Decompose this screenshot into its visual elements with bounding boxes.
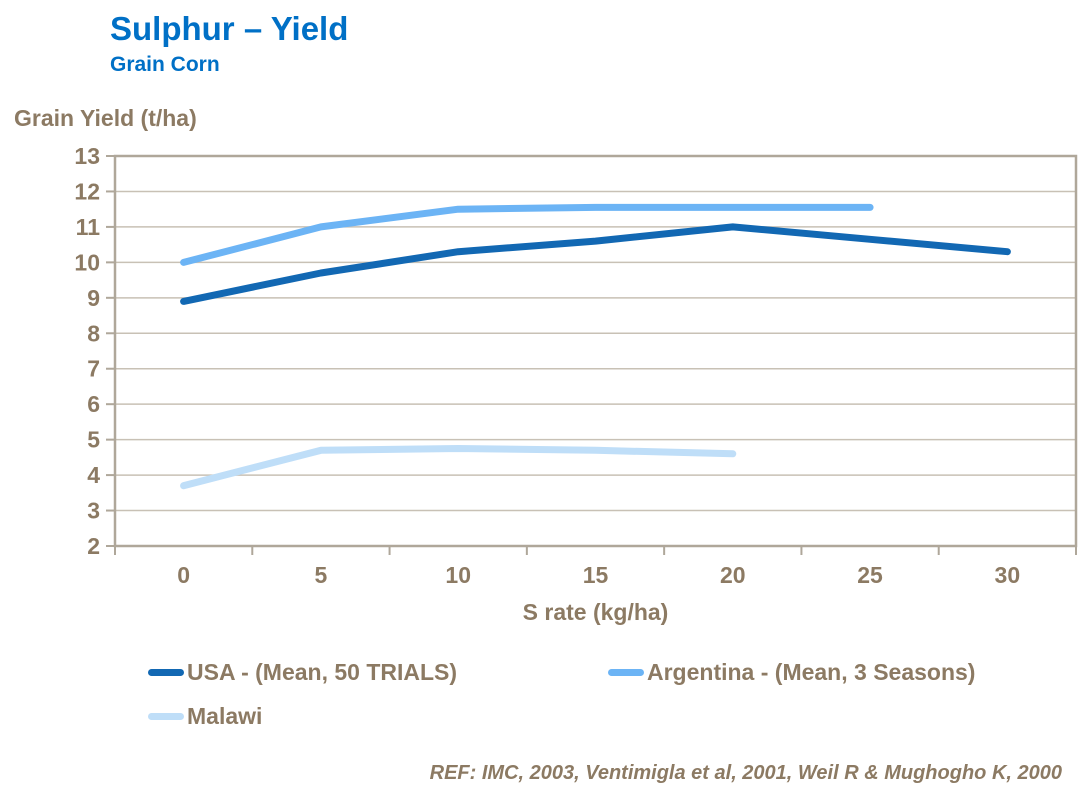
y-tick-label: 3 (87, 498, 100, 524)
series-line-malawi (180, 445, 737, 490)
page-subtitle: Grain Corn (110, 53, 220, 76)
y-tick-label: 6 (87, 391, 100, 417)
x-tick-label: 5 (315, 562, 328, 588)
legend-label-argentina: Argentina - (Mean, 3 Seasons) (647, 658, 976, 685)
y-tick-label: 13 (74, 143, 100, 169)
series-line-argentina (180, 203, 874, 266)
y-tick-label: 9 (87, 285, 100, 311)
x-tick-label: 15 (583, 562, 609, 588)
usa-line-swatch-icon (148, 668, 184, 676)
legend-row-1: USA - (Mean, 50 TRIALS) Argentina - (Mea… (148, 650, 1058, 694)
legend-label-usa: USA - (Mean, 50 TRIALS) (187, 658, 458, 685)
y-tick-label: 12 (74, 178, 100, 204)
y-tick-label: 2 (87, 533, 100, 559)
y-axis-title: Grain Yield (t/ha) (14, 105, 197, 131)
legend: USA - (Mean, 50 TRIALS) Argentina - (Mea… (148, 650, 1058, 738)
x-tick-label: 25 (857, 562, 883, 588)
y-tick-label: 8 (87, 320, 100, 346)
legend-item-argentina: Argentina - (Mean, 3 Seasons) (608, 659, 975, 686)
legend-item-malawi: Malawi (148, 703, 608, 730)
y-tick-label: 4 (87, 462, 100, 488)
legend-item-usa: USA - (Mean, 50 TRIALS) (148, 659, 608, 686)
x-tick-label: 10 (445, 562, 471, 588)
series-line-usa (180, 223, 1011, 305)
y-tick-label: 7 (87, 356, 100, 382)
reference-text: REF: IMC, 2003, Ventimigla et al, 2001, … (429, 762, 1062, 784)
y-tick-label: 11 (76, 214, 101, 240)
y-tick-label: 10 (74, 249, 100, 275)
legend-label-malawi: Malawi (187, 702, 263, 729)
malawi-line-swatch-icon (148, 712, 184, 720)
plot-border (113, 154, 1078, 548)
legend-row-2: Malawi (148, 694, 1058, 738)
x-tick-label: 0 (177, 562, 190, 588)
x-tick-label: 20 (720, 562, 746, 588)
x-tick-label: 30 (995, 562, 1021, 588)
x-axis-title: S rate (kg/ha) (522, 599, 669, 625)
argentina-line-swatch-icon (608, 668, 644, 676)
y-tick-label: 5 (87, 427, 100, 453)
page-title: Sulphur – Yield (110, 10, 349, 47)
